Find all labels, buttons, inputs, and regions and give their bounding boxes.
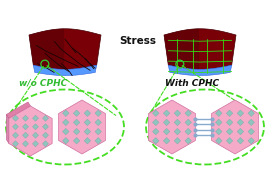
Polygon shape bbox=[153, 128, 159, 135]
Polygon shape bbox=[84, 128, 91, 135]
Polygon shape bbox=[95, 119, 101, 126]
Polygon shape bbox=[12, 115, 19, 121]
Polygon shape bbox=[153, 138, 159, 144]
Polygon shape bbox=[237, 110, 244, 116]
Polygon shape bbox=[248, 110, 255, 116]
Polygon shape bbox=[237, 119, 244, 126]
Polygon shape bbox=[164, 29, 236, 69]
Polygon shape bbox=[22, 124, 29, 130]
Polygon shape bbox=[22, 132, 29, 138]
Polygon shape bbox=[237, 128, 244, 135]
Polygon shape bbox=[95, 128, 101, 135]
Polygon shape bbox=[6, 102, 30, 119]
Polygon shape bbox=[12, 132, 19, 138]
Polygon shape bbox=[59, 100, 105, 154]
Polygon shape bbox=[237, 138, 244, 144]
Polygon shape bbox=[212, 100, 258, 154]
Polygon shape bbox=[226, 138, 233, 144]
Polygon shape bbox=[42, 141, 48, 147]
Polygon shape bbox=[29, 29, 64, 69]
Polygon shape bbox=[174, 119, 181, 126]
Polygon shape bbox=[63, 119, 69, 126]
Polygon shape bbox=[63, 128, 69, 135]
Polygon shape bbox=[216, 128, 222, 135]
Polygon shape bbox=[153, 119, 159, 126]
Polygon shape bbox=[32, 141, 39, 147]
Polygon shape bbox=[149, 100, 195, 154]
Polygon shape bbox=[163, 138, 170, 144]
Polygon shape bbox=[163, 119, 170, 126]
Polygon shape bbox=[63, 138, 69, 144]
Polygon shape bbox=[248, 138, 255, 144]
Polygon shape bbox=[95, 138, 101, 144]
Polygon shape bbox=[226, 128, 233, 135]
Polygon shape bbox=[6, 115, 9, 143]
Polygon shape bbox=[216, 110, 222, 116]
Polygon shape bbox=[73, 119, 80, 126]
Polygon shape bbox=[42, 132, 48, 138]
Polygon shape bbox=[73, 138, 80, 144]
Polygon shape bbox=[84, 110, 91, 116]
Polygon shape bbox=[73, 128, 80, 135]
Polygon shape bbox=[12, 124, 19, 130]
Polygon shape bbox=[29, 29, 101, 69]
Polygon shape bbox=[84, 119, 91, 126]
Polygon shape bbox=[42, 124, 48, 130]
Polygon shape bbox=[32, 132, 39, 138]
Text: w/o CPHC: w/o CPHC bbox=[19, 78, 67, 88]
Text: Stress: Stress bbox=[119, 36, 157, 46]
Polygon shape bbox=[174, 110, 181, 116]
Polygon shape bbox=[185, 110, 191, 116]
Polygon shape bbox=[216, 119, 222, 126]
Text: With CPHC: With CPHC bbox=[165, 78, 219, 88]
Polygon shape bbox=[185, 119, 191, 126]
Polygon shape bbox=[22, 141, 29, 147]
Polygon shape bbox=[174, 128, 181, 135]
Polygon shape bbox=[185, 128, 191, 135]
Polygon shape bbox=[9, 106, 52, 156]
Polygon shape bbox=[42, 115, 48, 121]
Polygon shape bbox=[226, 110, 233, 116]
Polygon shape bbox=[22, 115, 29, 121]
Polygon shape bbox=[248, 128, 255, 135]
Polygon shape bbox=[12, 141, 19, 147]
Polygon shape bbox=[95, 110, 101, 116]
Polygon shape bbox=[32, 115, 39, 121]
Polygon shape bbox=[164, 29, 199, 69]
Polygon shape bbox=[168, 65, 232, 76]
Polygon shape bbox=[33, 65, 97, 76]
Polygon shape bbox=[216, 138, 222, 144]
Polygon shape bbox=[84, 138, 91, 144]
Polygon shape bbox=[32, 124, 39, 130]
Polygon shape bbox=[63, 110, 69, 116]
Polygon shape bbox=[174, 138, 181, 144]
Polygon shape bbox=[226, 119, 233, 126]
Polygon shape bbox=[185, 138, 191, 144]
Polygon shape bbox=[153, 110, 159, 116]
Polygon shape bbox=[248, 119, 255, 126]
Polygon shape bbox=[73, 110, 80, 116]
Polygon shape bbox=[163, 128, 170, 135]
Polygon shape bbox=[163, 110, 170, 116]
